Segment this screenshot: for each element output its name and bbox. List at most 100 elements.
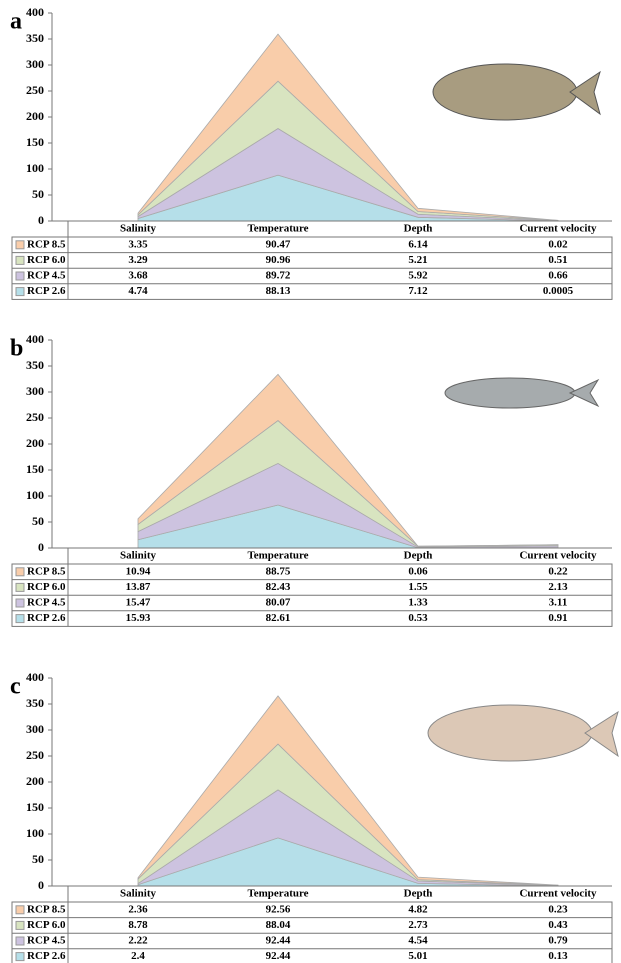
y-tick-label: 400 [26, 5, 44, 19]
legend-swatch [16, 256, 24, 264]
legend-label: RCP 4.5 [27, 270, 66, 282]
x-tick-label: Temperature [247, 550, 308, 562]
x-tick-label: Temperature [247, 888, 308, 900]
table-value: 90.96 [266, 254, 291, 266]
legend-label: RCP 4.5 [27, 935, 66, 947]
table-value: 1.33 [408, 597, 428, 609]
y-tick-label: 250 [26, 410, 44, 424]
table-value: 10.94 [126, 565, 151, 577]
legend-label: RCP 2.6 [27, 612, 66, 624]
y-tick-label: 0 [38, 878, 44, 892]
y-tick-label: 150 [26, 462, 44, 476]
x-tick-label: Current velocity [519, 223, 597, 235]
table-value: 4.74 [128, 285, 148, 297]
legend-label: RCP 8.5 [27, 565, 66, 577]
table-value: 2.73 [408, 919, 428, 931]
legend-label: RCP 6.0 [27, 919, 66, 931]
table-value: 2.13 [548, 581, 568, 593]
x-tick-label: Salinity [120, 888, 157, 900]
table-value: 82.61 [266, 612, 291, 624]
table-value: 0.23 [548, 903, 568, 915]
legend-label: RCP 2.6 [27, 950, 66, 962]
panel-letter: c [10, 674, 21, 700]
y-tick-label: 300 [26, 57, 44, 71]
table-value: 5.01 [408, 950, 427, 962]
table-value: 0.43 [548, 919, 568, 931]
y-tick-label: 150 [26, 800, 44, 814]
legend-swatch [16, 599, 24, 607]
table-value: 0.91 [548, 612, 567, 624]
y-tick-label: 250 [26, 748, 44, 762]
legend-label: RCP 2.6 [27, 285, 66, 297]
table-value: 5.92 [408, 270, 428, 282]
table-value: 4.82 [408, 903, 428, 915]
table-value: 6.14 [408, 238, 428, 250]
table-frame [12, 902, 612, 963]
legend-label: RCP 8.5 [27, 238, 66, 250]
y-tick-label: 250 [26, 83, 44, 97]
table-value: 88.75 [266, 565, 291, 577]
x-tick-label: Depth [404, 223, 433, 235]
legend-label: RCP 8.5 [27, 903, 66, 915]
legend-swatch [16, 288, 24, 296]
table-value: 0.06 [408, 565, 428, 577]
figure: a050100150200250300350400SalinityTempera… [0, 0, 621, 963]
table-value: 88.04 [266, 919, 291, 931]
legend-swatch [16, 921, 24, 929]
legend-swatch [16, 937, 24, 945]
table-value: 3.29 [128, 254, 148, 266]
table-value: 80.07 [266, 597, 291, 609]
y-tick-label: 50 [32, 187, 44, 201]
fish-illustration [445, 378, 598, 408]
table-value: 88.13 [266, 285, 291, 297]
y-tick-label: 350 [26, 31, 44, 45]
table-value: 2.4 [131, 950, 145, 962]
y-tick-label: 100 [26, 161, 44, 175]
fish-illustration [433, 64, 600, 120]
table-value: 2.36 [128, 903, 148, 915]
y-tick-label: 50 [32, 514, 44, 528]
legend-label: RCP 6.0 [27, 581, 66, 593]
table-value: 2.22 [128, 935, 148, 947]
table-value: 7.12 [408, 285, 428, 297]
x-tick-label: Depth [404, 550, 433, 562]
legend-swatch [16, 583, 24, 591]
x-tick-label: Current velocity [519, 550, 597, 562]
table-value: 5.21 [408, 254, 427, 266]
table-value: 13.87 [126, 581, 151, 593]
legend-swatch [16, 953, 24, 961]
y-tick-label: 150 [26, 135, 44, 149]
page: {"chart_data": [ {"type": "area", "label… [0, 0, 621, 963]
table-value: 0.0005 [543, 285, 574, 297]
table-value: 0.51 [548, 254, 567, 266]
y-tick-label: 200 [26, 436, 44, 450]
y-tick-label: 50 [32, 852, 44, 866]
y-tick-label: 200 [26, 774, 44, 788]
table-value: 0.79 [548, 935, 568, 947]
y-tick-label: 0 [38, 540, 44, 554]
y-tick-label: 400 [26, 670, 44, 684]
table-value: 92.44 [266, 935, 291, 947]
x-tick-label: Salinity [120, 550, 157, 562]
y-tick-label: 300 [26, 384, 44, 398]
x-tick-label: Temperature [247, 223, 308, 235]
legend-label: RCP 6.0 [27, 254, 66, 266]
table-value: 1.55 [408, 581, 428, 593]
y-tick-label: 0 [38, 213, 44, 227]
table-value: 3.11 [549, 597, 568, 609]
legend-swatch [16, 615, 24, 623]
y-tick-label: 350 [26, 696, 44, 710]
table-value: 0.02 [548, 238, 568, 250]
table-value: 89.72 [266, 270, 291, 282]
x-tick-label: Depth [404, 888, 433, 900]
table-value: 4.54 [408, 935, 428, 947]
legend-swatch [16, 241, 24, 249]
table-value: 0.66 [548, 270, 568, 282]
table-value: 92.56 [266, 903, 291, 915]
y-tick-label: 100 [26, 488, 44, 502]
y-tick-label: 350 [26, 358, 44, 372]
table-value: 0.53 [408, 612, 428, 624]
table-value: 92.44 [266, 950, 291, 962]
table-value: 3.68 [128, 270, 148, 282]
table-value: 90.47 [266, 238, 291, 250]
